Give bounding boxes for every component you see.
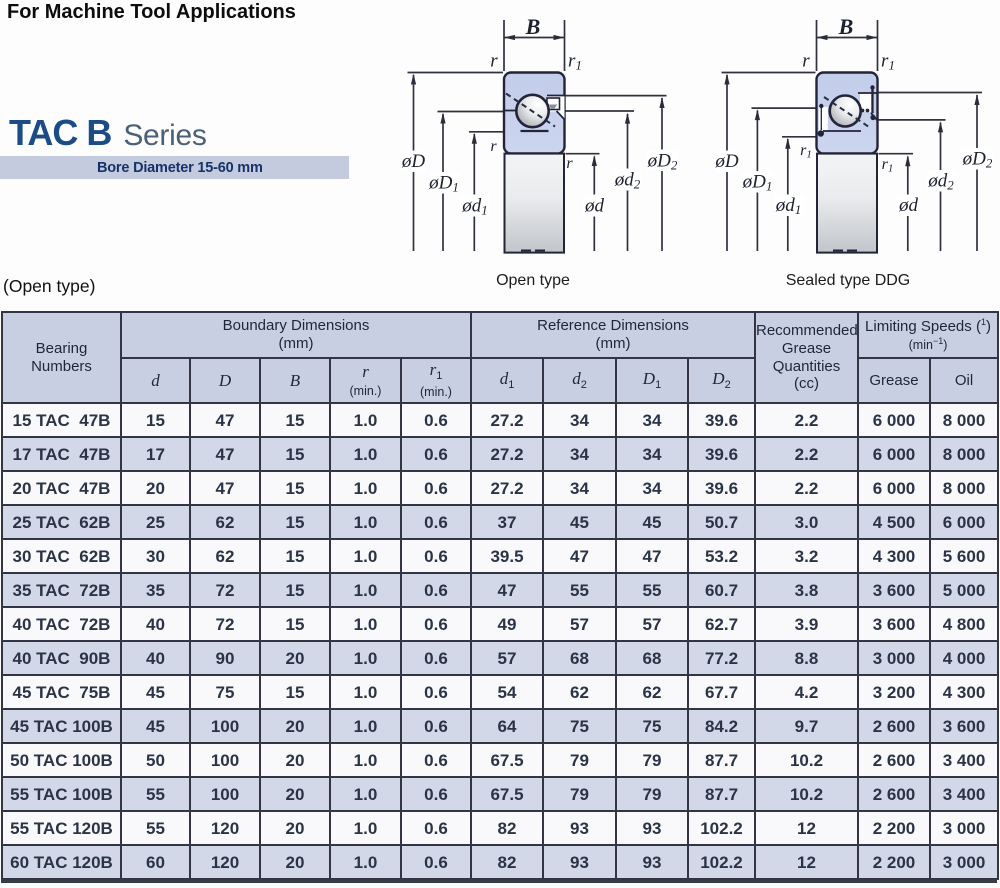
svg-text:øD: øD <box>714 151 739 172</box>
svg-text:øD1: øD1 <box>742 172 773 194</box>
svg-text:ød1: ød1 <box>461 196 488 218</box>
svg-text:r: r <box>566 155 573 172</box>
svg-text:øD2: øD2 <box>962 149 993 171</box>
svg-text:Sealed type DDG: Sealed type DDG <box>786 272 911 289</box>
svg-text:r: r <box>490 138 497 155</box>
svg-text:r: r <box>802 51 810 72</box>
svg-text:B: B <box>838 14 854 39</box>
svg-text:r1: r1 <box>882 156 894 175</box>
svg-text:r1: r1 <box>881 51 895 73</box>
svg-text:ød1: ød1 <box>775 195 802 217</box>
svg-text:r: r <box>490 51 498 72</box>
svg-text:B: B <box>525 14 541 39</box>
svg-text:ød: ød <box>898 195 919 216</box>
svg-text:øD1: øD1 <box>428 173 459 195</box>
svg-text:r1: r1 <box>800 142 812 161</box>
svg-text:Open type: Open type <box>496 272 570 289</box>
svg-text:r1: r1 <box>568 51 582 73</box>
svg-text:ød: ød <box>584 196 605 217</box>
svg-text:øD2: øD2 <box>647 151 678 173</box>
svg-text:øD: øD <box>401 151 426 172</box>
